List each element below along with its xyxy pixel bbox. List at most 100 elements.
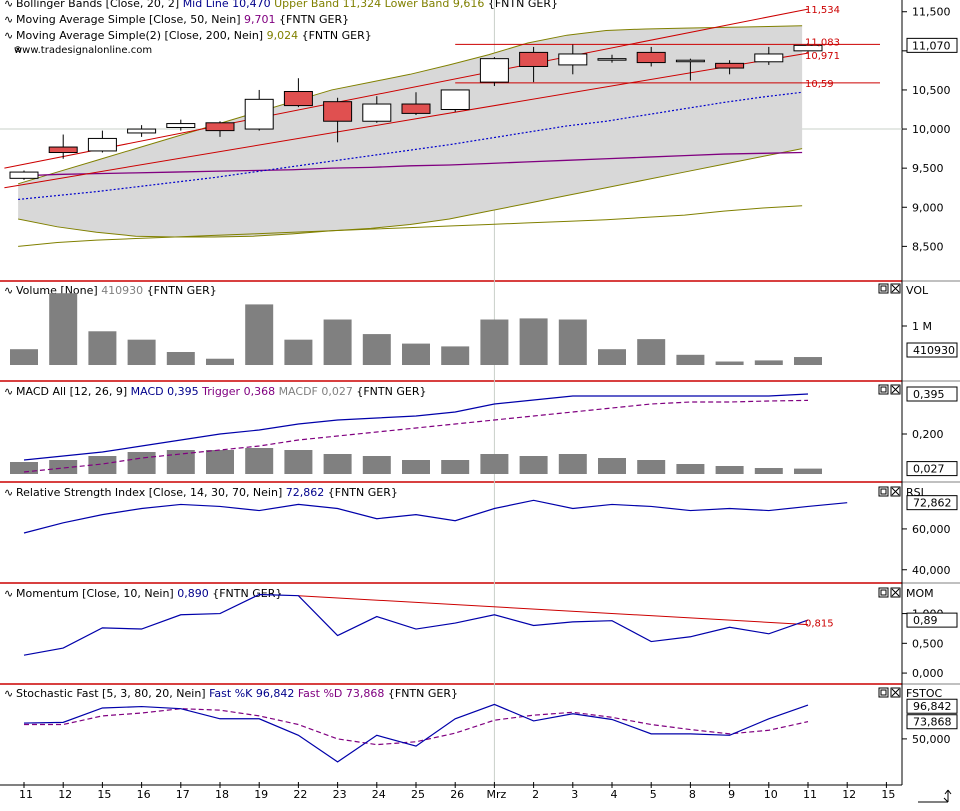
macdf-value-box — [906, 461, 958, 477]
date-label: 22 — [293, 788, 307, 801]
trend-line — [4, 52, 809, 189]
macd-histogram-bar — [127, 452, 156, 474]
volume-bar — [754, 360, 783, 365]
macd-histogram-bar — [519, 456, 548, 474]
momentum-tick-label: 0,000 — [912, 667, 944, 680]
momentum-annotation: 0,815 — [805, 619, 834, 630]
macd-histogram-bar — [88, 456, 117, 474]
candle-body — [48, 146, 78, 154]
close-panel-icon-x — [891, 385, 900, 394]
legend-segment: 0,890 — [177, 587, 212, 600]
legend-segment: Relative Strength Index [Close, 14, 30, … — [16, 486, 286, 499]
trend-line — [4, 8, 809, 169]
candle-body — [87, 137, 117, 152]
moving-average-200 — [18, 205, 803, 247]
stoch-d-value-box — [906, 714, 958, 730]
legend-segment: {FNTN GER} — [356, 385, 426, 398]
legend-segment: MACD 0,395 — [131, 385, 202, 398]
macd-histogram-bar — [402, 460, 430, 474]
stochastic-tick-label: 50,000 — [912, 733, 951, 746]
candle-body — [323, 101, 353, 122]
legend-segment: Momentum [Close, 10, Nein] — [16, 587, 177, 600]
close-panel-icon-x — [891, 487, 900, 496]
volume-bar — [480, 319, 509, 365]
date-label: 12 — [842, 788, 856, 801]
watermark-icon: ⊗ — [14, 45, 22, 55]
resize-corner-icon[interactable] — [944, 789, 952, 802]
legend-segment: 72,862 — [286, 486, 328, 499]
price-tick-label: 9,500 — [912, 162, 944, 175]
indicator-legend: Bollinger Bands [Close, 20, 2] Mid Line … — [16, 0, 558, 10]
scroll-corner-icon[interactable] — [918, 797, 949, 803]
watermark: www.tradesignalonline.com — [14, 45, 152, 56]
indicator-symbol: ∿ — [4, 29, 13, 42]
candle-body — [558, 53, 588, 66]
maximize-panel-icon[interactable] — [878, 384, 889, 395]
macd-histogram-bar — [480, 454, 509, 474]
date-label: 3 — [571, 788, 578, 801]
price-annotation: 11,534 — [805, 5, 840, 16]
macd-histogram-bar — [206, 450, 234, 474]
indicator-legend: MACD All [12, 26, 9] MACD 0,395 Trigger … — [16, 385, 426, 398]
macd-tick-label: 0,200 — [912, 428, 944, 441]
indicator-legend: Stochastic Fast [5, 3, 80, 20, Nein] Fas… — [16, 687, 458, 700]
close-panel-icon-x — [891, 284, 900, 293]
maximize-panel-icon[interactable] — [878, 687, 889, 698]
macd-histogram-bar — [323, 454, 352, 474]
indicator-legend: Moving Average Simple [Close, 50, Nein] … — [16, 13, 349, 26]
volume-last-value: 410930 — [913, 344, 955, 357]
maximize-panel-icon[interactable] — [878, 587, 889, 598]
price-tick-label: 11,500 — [912, 6, 951, 19]
date-label: 8 — [689, 788, 696, 801]
legend-segment: Bollinger Bands [Close, 20, 2] — [16, 0, 183, 10]
volume-bar — [10, 349, 38, 365]
indicator-legend: Volume [None] 410930 {FNTN GER} — [16, 284, 217, 297]
candle-body — [754, 53, 784, 63]
legend-segment: 410930 — [101, 284, 147, 297]
volume-bar — [166, 352, 195, 365]
macd-histogram-bar — [637, 460, 666, 474]
volume-bar — [206, 358, 234, 365]
maximize-panel-icon[interactable] — [878, 283, 889, 294]
stochastic-d-line — [24, 708, 809, 746]
volume-value-box — [906, 342, 958, 358]
last-price-box — [906, 37, 958, 53]
rsi-tick-label: 40,000 — [912, 564, 951, 577]
volume-bar — [284, 339, 313, 365]
macd-histogram-bar — [441, 460, 470, 474]
price-annotation: 10,971 — [805, 51, 840, 62]
date-label: 24 — [372, 788, 386, 801]
volume-bar — [88, 331, 117, 365]
legend-segment: Trigger 0,368 — [201, 385, 278, 398]
indicator-symbol: ∿ — [4, 0, 13, 10]
legend-segment: Lower Band 9,616 — [385, 0, 488, 10]
volume-bar — [127, 339, 156, 365]
legend-segment: {FNTN GER} — [488, 0, 558, 10]
macd-histogram-bar — [598, 458, 626, 474]
candle-body — [283, 91, 313, 107]
macd-histogram-bar — [794, 468, 822, 474]
price-annotation: 10,59 — [805, 79, 834, 90]
macdf-value-label: 0,027 — [913, 463, 945, 476]
legend-segment: Moving Average Simple [Close, 50, Nein] — [16, 13, 244, 26]
date-label: 4 — [611, 788, 618, 801]
volume-bar — [362, 334, 391, 365]
candle-body — [793, 44, 823, 52]
volume-bar — [441, 346, 470, 365]
legend-segment: Moving Average Simple(2) [Close, 200, Ne… — [16, 29, 267, 42]
legend-segment: Mid Line 10,470 — [183, 0, 274, 10]
candle-body — [519, 51, 549, 67]
momentum-value-label: 0,89 — [913, 614, 938, 627]
volume-bar — [558, 319, 587, 365]
legend-segment: Upper Band 11,324 — [274, 0, 385, 10]
stochastic-k-line — [23, 703, 809, 763]
legend-segment: Stochastic Fast [5, 3, 80, 20, Nein] — [16, 687, 209, 700]
maximize-panel-icon[interactable] — [878, 486, 889, 497]
maximize-panel-icon-inner — [880, 488, 887, 495]
candle-body — [205, 122, 235, 132]
candle-body — [9, 171, 39, 179]
macd-histogram-bar — [754, 468, 783, 474]
date-label: 19 — [254, 788, 268, 801]
